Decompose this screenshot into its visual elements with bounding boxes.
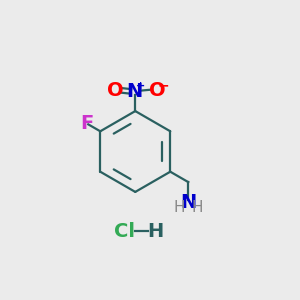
Text: F: F xyxy=(81,114,94,133)
Text: H: H xyxy=(174,200,185,214)
Text: N: N xyxy=(180,194,196,212)
Text: H: H xyxy=(191,200,203,214)
Text: +: + xyxy=(136,81,145,92)
Text: O: O xyxy=(107,81,124,100)
Text: N: N xyxy=(126,82,142,101)
Text: −: − xyxy=(158,78,170,92)
Text: H: H xyxy=(147,222,163,241)
Text: O: O xyxy=(149,81,166,100)
Text: Cl: Cl xyxy=(114,222,135,241)
